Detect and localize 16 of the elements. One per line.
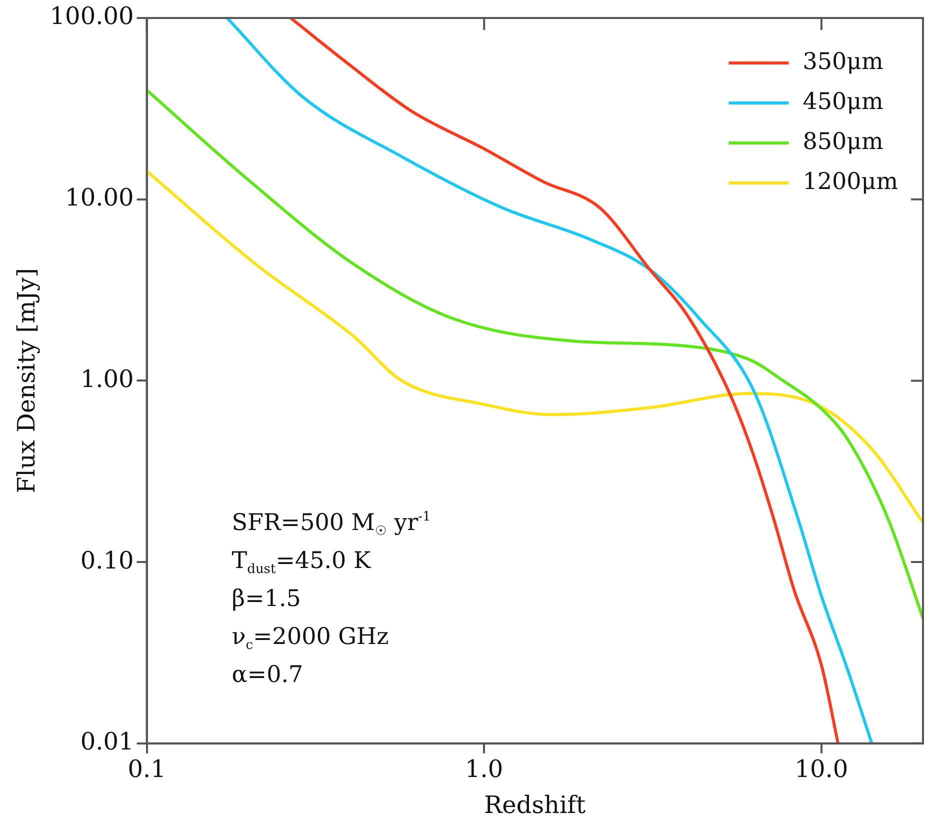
- x-tick-label: 10.0: [794, 755, 848, 784]
- y-tick-label: 0.01: [80, 728, 134, 756]
- x-tick-label: 0.1: [128, 755, 166, 784]
- x-axis-title: Redshift: [484, 790, 586, 819]
- y-tick-label: 100.00: [50, 2, 134, 30]
- y-axis-title: Flux Density [mJy]: [12, 268, 41, 494]
- annotation: α=0.7: [232, 662, 304, 688]
- x-tick-label: 1.0: [465, 755, 504, 784]
- annotation: β=1.5: [232, 586, 301, 612]
- y-tick-label: 0.10: [80, 546, 134, 574]
- legend-label: 1200μm: [802, 168, 898, 195]
- legend-label: 850μm: [802, 128, 884, 155]
- legend-label: 450μm: [802, 88, 884, 115]
- legend-label: 350μm: [802, 48, 884, 75]
- y-tick-label: 1.00: [80, 364, 134, 393]
- y-tick-label: 10.00: [65, 184, 134, 212]
